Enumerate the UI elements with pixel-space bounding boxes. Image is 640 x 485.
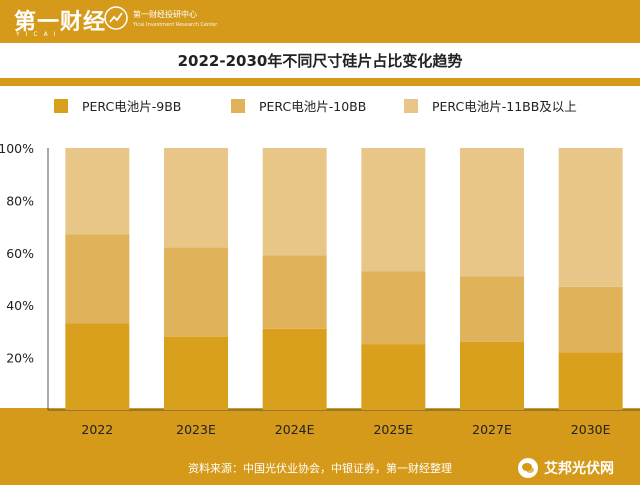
bar-2022-series-2 bbox=[65, 234, 130, 324]
brand-logo-text: 第一财经 bbox=[14, 9, 107, 35]
bars bbox=[65, 148, 623, 410]
wechat-icon bbox=[518, 458, 538, 478]
legend-label-3: PERC电池片-11BB及以上 bbox=[432, 99, 577, 114]
chart-title: 2022-2030年不同尺寸硅片占比变化趋势 bbox=[177, 52, 463, 70]
bar-2030E-series-1 bbox=[558, 352, 623, 410]
bar-2022-series-3 bbox=[65, 148, 130, 235]
y-tick-label: 80% bbox=[6, 193, 34, 208]
bar-2027E-series-2 bbox=[460, 276, 524, 342]
bar-2023E-series-2 bbox=[164, 247, 228, 337]
x-tick-label: 2022 bbox=[81, 422, 113, 437]
research-center-name: 第一财经投研中心 bbox=[133, 10, 197, 19]
bar-2023E-series-3 bbox=[164, 148, 228, 248]
bar-2027E-series-3 bbox=[460, 148, 524, 277]
legend-swatch-1 bbox=[54, 99, 68, 113]
bar-2030E-series-2 bbox=[558, 286, 623, 353]
x-tick-label: 2024E bbox=[275, 422, 315, 437]
x-tick-label: 2025E bbox=[373, 422, 413, 437]
axes: 20% 40% 60% 80% 100% bbox=[0, 141, 640, 411]
legend-swatch-2 bbox=[231, 99, 245, 113]
legend-label-1: PERC电池片-9BB bbox=[82, 99, 181, 114]
header-bar: 第一财经 YICAI 第一财经投研中心 Yicai Investment Res… bbox=[0, 0, 640, 43]
brand-logo-subtext: YICAI bbox=[16, 31, 62, 38]
watermark: 艾邦光伏网 bbox=[518, 453, 614, 483]
x-axis-labels: 2022 2023E 2024E 2025E 2027E 2030E bbox=[81, 422, 610, 437]
y-tick-label: 60% bbox=[6, 246, 34, 261]
bar-2030E-series-3 bbox=[558, 148, 623, 287]
x-tick-label: 2030E bbox=[571, 422, 611, 437]
legend: PERC电池片-9BB PERC电池片-10BB PERC电池片-11BB及以上 bbox=[54, 99, 577, 114]
y-tick-label: 40% bbox=[6, 298, 34, 313]
bar-2025E-series-3 bbox=[361, 148, 426, 272]
bar-2022-series-1 bbox=[65, 323, 130, 410]
watermark-text: 艾邦光伏网 bbox=[544, 461, 614, 477]
bar-2027E-series-1 bbox=[460, 341, 524, 410]
bar-2025E-series-1 bbox=[361, 344, 426, 410]
stacked-bar-chart: PERC电池片-9BB PERC电池片-10BB PERC电池片-11BB及以上 2… bbox=[0, 86, 640, 437]
y-tick-label: 100% bbox=[0, 141, 34, 156]
research-center-subtitle: Yicai Investment Research Center bbox=[133, 22, 218, 28]
bar-2023E-series-1 bbox=[164, 336, 228, 410]
bar-2024E-series-2 bbox=[262, 255, 327, 329]
x-tick-label: 2027E bbox=[472, 422, 512, 437]
title-bar bbox=[0, 43, 640, 78]
bar-2025E-series-2 bbox=[361, 271, 426, 345]
x-tick-label: 2023E bbox=[176, 422, 216, 437]
legend-label-2: PERC电池片-10BB bbox=[259, 99, 366, 114]
source-note: 资料来源：中国光伏业协会，中银证券，第一财经整理 bbox=[188, 462, 452, 475]
y-tick-label: 20% bbox=[6, 351, 34, 366]
bar-2024E-series-3 bbox=[262, 148, 327, 256]
legend-swatch-3 bbox=[404, 99, 418, 113]
research-center-icon bbox=[104, 6, 128, 30]
bar-2024E-series-1 bbox=[262, 328, 327, 410]
